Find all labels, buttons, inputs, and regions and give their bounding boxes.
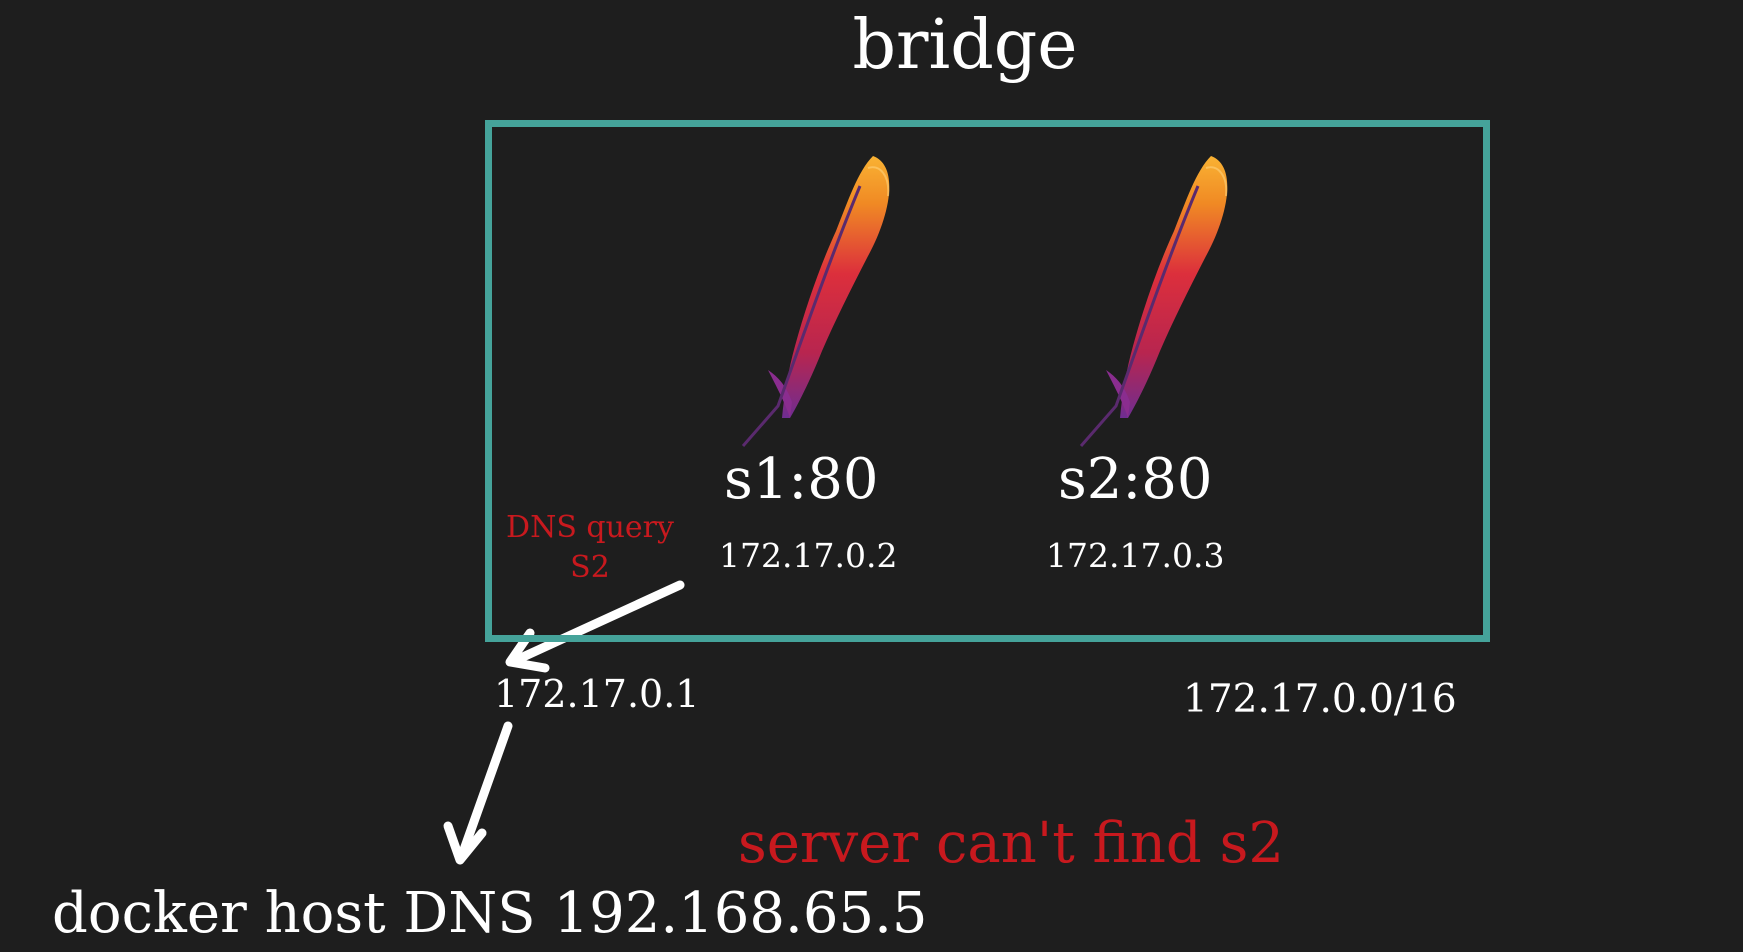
container-s1-ip: 172.17.0.2 [719,536,898,575]
gateway-ip: 172.17.0.1 [494,672,700,716]
host-dns-arrow [456,721,513,863]
container-s2-ip: 172.17.0.3 [1046,536,1225,575]
container-s1-name: s1:80 [724,447,879,512]
dns-query-line1: DNS query [506,510,674,545]
host-dns-arrow-head [443,821,487,865]
container-s2-name: s2:80 [1058,447,1213,512]
subnet-label: 172.17.0.0/16 [1183,677,1457,722]
bridge-network-box [485,120,1490,642]
dns-query-arrow-head [505,628,550,673]
dns-query-label: DNS query S2 [495,508,685,588]
host-dns-label: docker host DNS 192.168.65.5 [52,881,928,946]
error-message: server can't find s2 [738,811,1284,876]
dns-query-arrow [507,580,685,667]
diagram-title: bridge [852,6,1078,85]
dns-query-line2: S2 [570,550,610,585]
